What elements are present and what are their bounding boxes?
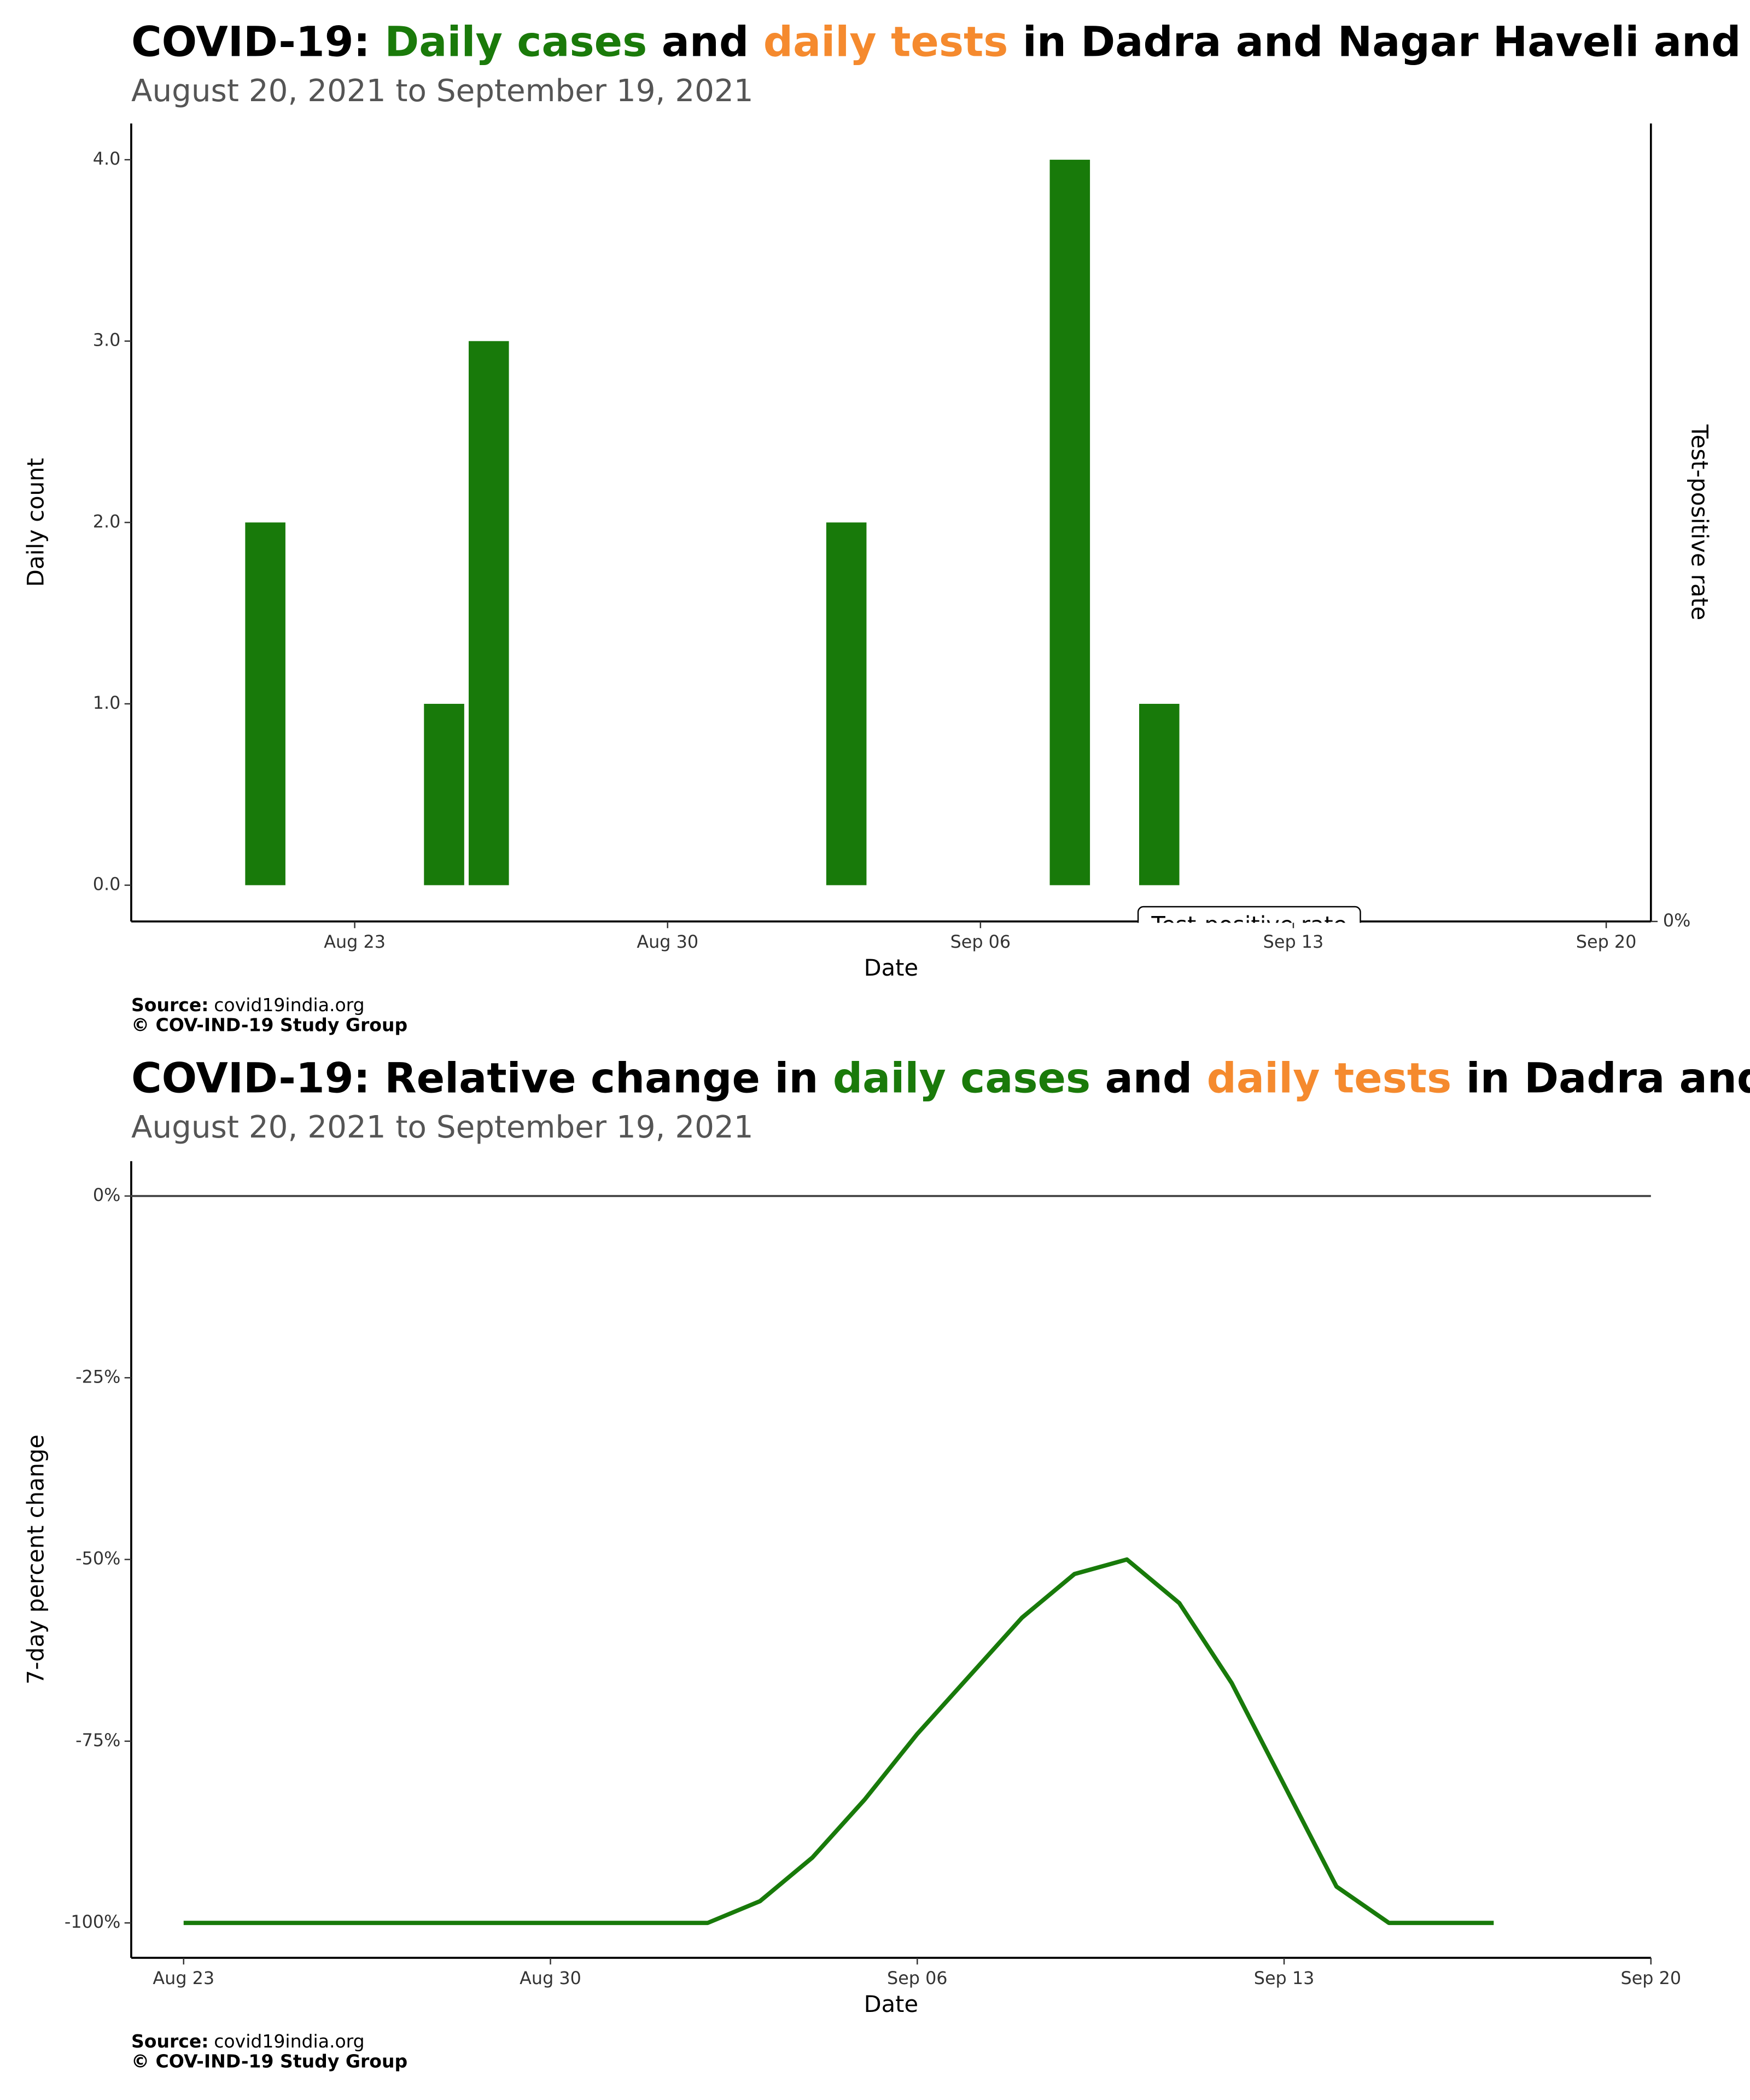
bar (424, 703, 464, 885)
title-part: daily tests (763, 18, 1008, 66)
y-tick-label: 0% (93, 1185, 120, 1205)
chart-title: COVID-19: Daily cases and daily tests in… (131, 18, 1750, 66)
chart-title: COVID-19: Relative change in daily cases… (131, 1054, 1750, 1102)
source-text: covid19india.org (214, 994, 364, 1016)
x-tick-label: Sep 13 (1254, 1968, 1315, 1988)
y-tick-label: 3.0 (93, 330, 121, 351)
y-tick-label: 1.0 (93, 692, 121, 713)
x-tick-label: Aug 23 (153, 1968, 214, 1988)
y-tick-label: 4.0 (93, 148, 121, 169)
source-label: Source: (131, 2031, 209, 2052)
x-tick-label: Sep 06 (887, 1968, 948, 1988)
source: Source: covid19india.org (131, 2031, 365, 2052)
y2-tick-label: 0% (1663, 910, 1690, 931)
y-tick-label: 2.0 (93, 511, 121, 532)
x-axis-title: Date (864, 1991, 918, 2017)
copyright: © COV-IND-19 Study Group (131, 1014, 407, 1035)
title-part: in Dadra and Nagar Haveli and Daman and … (1451, 1054, 1750, 1102)
legend-label: Test-positive rate (1151, 912, 1347, 938)
y-tick-label: -50% (75, 1548, 120, 1569)
copyright: © COV-IND-19 Study Group (131, 2050, 407, 2072)
y-axis-title: Daily count (22, 458, 49, 587)
x-tick-label: Sep 06 (950, 931, 1011, 952)
bar (469, 341, 509, 885)
bar (245, 522, 285, 885)
legend: Test-positive rate (1137, 906, 1361, 938)
y-tick-label: -100% (65, 1911, 120, 1932)
title-part: COVID-19: (131, 18, 384, 66)
line (183, 1557, 1494, 1926)
source: Source: covid19india.org (131, 994, 365, 1016)
title-part: daily cases (833, 1054, 1090, 1102)
y2-axis-title: Test-positive rate (1687, 424, 1713, 620)
bar (1139, 703, 1180, 885)
chart-subtitle: August 20, 2021 to September 19, 2021 (131, 1110, 754, 1145)
y-tick-label: 0.0 (93, 874, 121, 895)
x-tick-label: Sep 13 (1263, 931, 1324, 952)
legend-box (1137, 906, 1361, 923)
bar (1049, 160, 1090, 885)
y-tick-label: -25% (75, 1366, 120, 1387)
x-axis-title: Date (864, 954, 918, 981)
y-axis-title: 7-day percent change (22, 1434, 49, 1684)
x-tick-label: Aug 23 (324, 931, 386, 952)
chart-subtitle: August 20, 2021 to September 19, 2021 (131, 73, 754, 109)
title-part: daily tests (1207, 1054, 1452, 1102)
bar (826, 522, 867, 885)
x-tick-label: Aug 30 (637, 931, 698, 952)
title-part: COVID-19: Relative change in (131, 1054, 833, 1102)
title-part: Daily cases (384, 18, 647, 66)
source-label: Source: (131, 994, 209, 1016)
title-part: in Dadra and Nagar Haveli and Daman and … (1008, 18, 1750, 66)
title-part: and (1090, 1054, 1206, 1102)
source-text: covid19india.org (214, 2031, 364, 2052)
x-tick-label: Sep 20 (1621, 1968, 1682, 1988)
y-tick-label: -75% (75, 1730, 120, 1751)
x-tick-label: Aug 30 (520, 1968, 581, 1988)
title-part: and (647, 18, 763, 66)
x-tick-label: Sep 20 (1576, 931, 1637, 952)
